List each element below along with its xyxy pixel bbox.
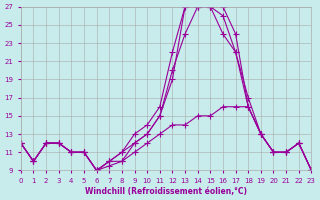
X-axis label: Windchill (Refroidissement éolien,°C): Windchill (Refroidissement éolien,°C): [85, 187, 247, 196]
